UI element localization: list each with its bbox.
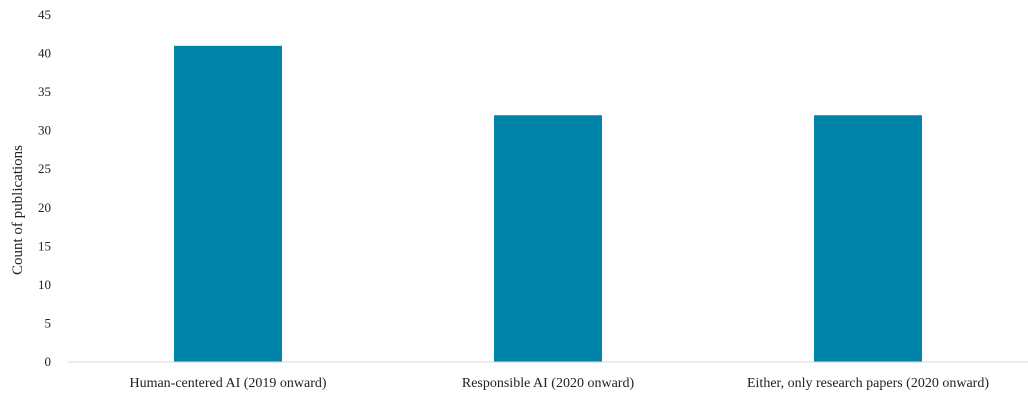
bar: [814, 115, 922, 362]
y-tick-label: 20: [38, 200, 51, 215]
y-tick-label: 25: [38, 161, 51, 176]
x-category-label: Human-centered AI (2019 onward): [129, 376, 326, 391]
y-tick-label: 5: [45, 315, 52, 330]
y-tick-label: 10: [38, 277, 51, 292]
bar: [174, 45, 282, 362]
y-tick-label: 0: [45, 354, 52, 369]
y-tick-label: 30: [38, 123, 51, 138]
bars: [174, 45, 922, 362]
y-axis-ticks: 0 5 10 15 20 25 30 35 40 45: [38, 7, 51, 369]
bar: [494, 115, 602, 362]
y-tick-label: 40: [38, 46, 51, 61]
x-category-label: Responsible AI (2020 onward): [462, 376, 635, 391]
x-category-label: Either, only research papers (2020 onwar…: [747, 376, 989, 391]
y-tick-label: 35: [38, 84, 51, 99]
y-tick-label: 45: [38, 7, 51, 22]
x-axis-labels: Human-centered AI (2019 onward) Responsib…: [129, 376, 989, 391]
y-tick-label: 15: [38, 238, 51, 253]
y-axis-title: Count of publications: [10, 145, 26, 275]
